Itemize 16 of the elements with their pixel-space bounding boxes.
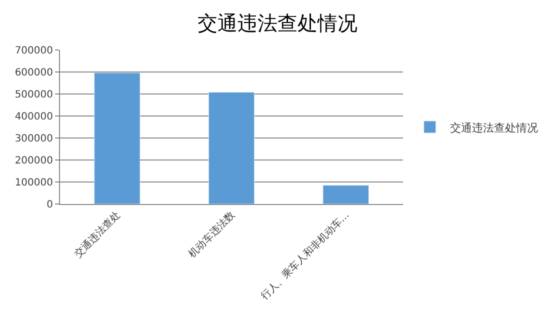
y-tick-label: 100000: [14, 178, 53, 188]
y-tick-label: 400000: [14, 112, 53, 122]
x-tick-label: 行人、乘车人和非机动车...: [258, 209, 352, 302]
bar: [208, 92, 255, 204]
y-tick-label: 300000: [14, 134, 53, 144]
legend-label: 交通违法查处情况: [450, 121, 538, 134]
x-tick-label: 机动车违法数: [186, 209, 238, 260]
bar: [322, 185, 369, 204]
y-tick-label: 200000: [14, 156, 53, 166]
x-tick-label: 交通违法查处: [72, 209, 123, 260]
y-tick-label: 0: [46, 200, 53, 210]
y-tick-label: 500000: [14, 90, 53, 100]
chart-title: 交通违法查处情况: [198, 11, 358, 36]
y-tick-label: 700000: [14, 46, 53, 56]
bar: [94, 72, 140, 204]
y-tick-label: 600000: [14, 68, 53, 78]
